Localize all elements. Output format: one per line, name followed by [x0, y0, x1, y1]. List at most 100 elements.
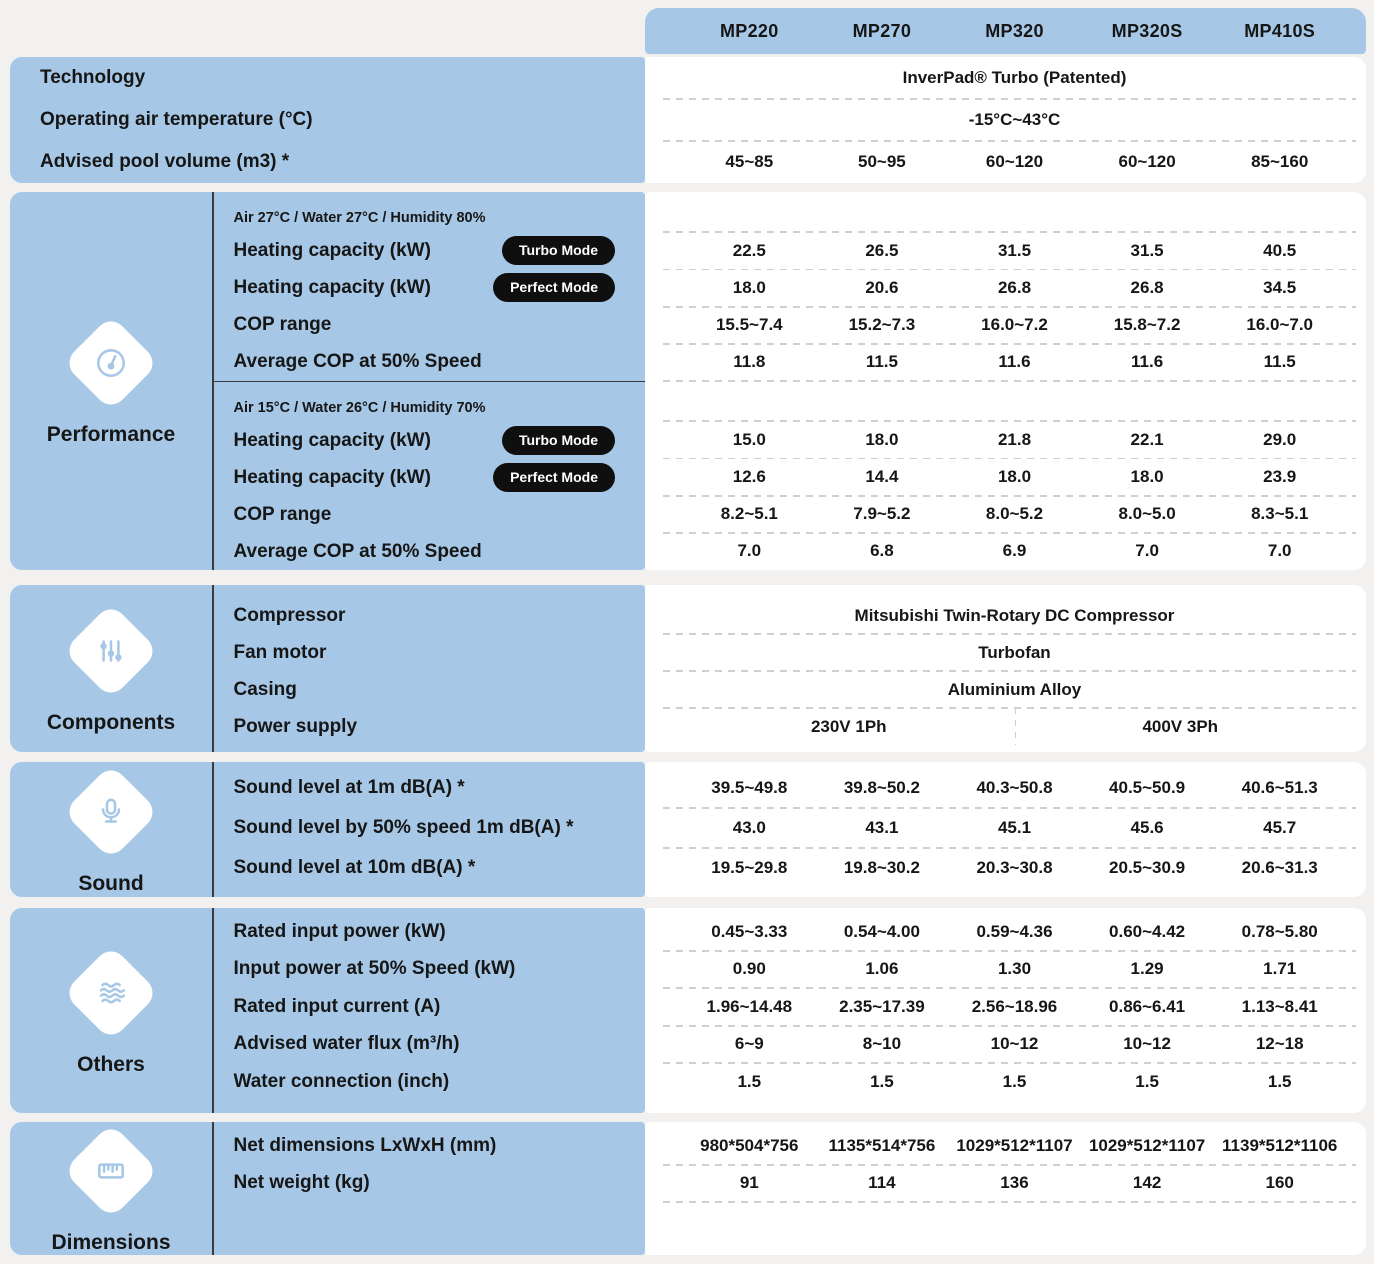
value-cell: 8~10: [862, 1034, 902, 1054]
value-cell: 1.5: [870, 1071, 894, 1091]
value-cell: 6~9: [734, 1034, 764, 1054]
section-sound-values: 39.5~49.8 39.8~50.2 40.3~50.8 40.5~50.9 40.6…: [645, 762, 1366, 897]
model-name: MP320S: [1111, 20, 1183, 41]
spec-label-row: Rated input current (A): [214, 988, 646, 1026]
model-header: MP220 MP270 MP320 MP320S MP410S: [645, 8, 1366, 54]
condition-block: Air 15°C / Water 26°C / Humidity 70% Heat…: [213, 381, 646, 571]
spec-label: Net weight (kg): [233, 1172, 370, 1194]
spec-label: COP range: [233, 504, 332, 526]
model-name: MP410S: [1244, 20, 1316, 41]
spec-label-row: Heating capacity (kW) Perfect Mode: [214, 269, 646, 306]
spec-label: Average COP at 50% Speed: [233, 351, 482, 373]
value-row: 15.5~7.4 15.2~7.3 16.0~7.2 15.8~7.2 16.0~7.0: [661, 307, 1358, 346]
vertical-divider-line: [212, 762, 214, 897]
value-cell: 0.45~3.33: [711, 921, 788, 941]
spec-label-row: COP range: [214, 497, 646, 534]
spec-label: Advised pool volume (m3) *: [40, 151, 290, 172]
value-cell: 40.5~50.9: [1109, 778, 1186, 797]
value-cell: 7.0: [737, 541, 762, 561]
icon-diamond: [62, 314, 160, 412]
value-cell: 1.5: [1135, 1071, 1159, 1091]
value-cell: 142: [1132, 1173, 1162, 1193]
spec-label: COP range: [233, 314, 332, 336]
mode-pill: Turbo Mode: [501, 236, 615, 266]
power-supply-row: 230V 1Ph 400V 3Ph: [661, 708, 1358, 745]
value-cell: 11.8: [733, 352, 766, 372]
vertical-divider-line: [212, 585, 214, 752]
value-cell: 7.9~5.2: [853, 504, 911, 524]
value-cell: 91: [739, 1173, 759, 1193]
value-cell: 20.6~31.3: [1241, 858, 1318, 877]
section-performance-labels: Performance Air 27°C / Water 27°C / Humid…: [10, 192, 645, 570]
spec-label-row: Advised pool volume (m3) *: [10, 141, 645, 183]
header-spacer: [10, 8, 645, 54]
merged-value-row: Aluminium Alloy: [661, 671, 1358, 709]
spec-label: Sound level by 50% speed 1m dB(A) *: [233, 817, 574, 838]
value-cell: 45.1: [997, 818, 1032, 837]
merged-value: -15°C~43°C: [968, 110, 1061, 129]
section-components-values: Mitsubishi Twin-Rotary DC Compressor Turb…: [645, 585, 1366, 752]
split-left-value: 230V 1Ph: [810, 716, 887, 736]
value-cell: 11.5: [1263, 352, 1296, 372]
spec-label: Rated input current (A): [233, 995, 441, 1017]
section-others: Others Rated input power (kW) Input power …: [10, 908, 1366, 1113]
section-general-values: InverPad® Turbo (Patented) -15°C~43°C 45~8…: [645, 57, 1366, 183]
condition-row: Air 27°C / Water 27°C / Humidity 80%: [214, 192, 646, 232]
section-components-labels: Components Compressor Fan motor Casing Power…: [10, 585, 645, 752]
value-cell: 980*504*756: [700, 1135, 799, 1155]
merged-value-row: -15°C~43°C: [661, 99, 1358, 142]
section-icon-column: Dimensions: [10, 1122, 212, 1255]
value-cell: 7.0: [1267, 541, 1292, 561]
value-row: 1.96~14.48 2.35~17.39 2.56~18.96 0.86~6.41 1…: [661, 988, 1358, 1026]
value-cell: 114: [868, 1173, 896, 1193]
model-header-row: MP220 MP270 MP320 MP320S MP410S: [10, 8, 1366, 54]
section-dimensions-values: 980*504*756 1135*514*756 1029*512*1107 1029…: [645, 1122, 1366, 1255]
value-cell: 1.30: [997, 959, 1032, 979]
value-cell: 18.0: [865, 429, 899, 449]
vertical-divider-line: [212, 192, 214, 570]
value-cell: 0.90: [732, 959, 766, 979]
icon-diamond: [62, 763, 160, 860]
split-right: 400V 3Ph: [1014, 708, 1347, 745]
spec-label-row: Heating capacity (kW) Perfect Mode: [214, 459, 646, 496]
spec-label: Sound level at 10m dB(A) *: [233, 857, 476, 878]
spec-label: Rated input power (kW): [233, 920, 446, 942]
spec-label: Power supply: [233, 715, 358, 737]
spec-label: Compressor: [233, 604, 346, 626]
value-cell: 11.5: [865, 352, 898, 372]
value-cell: 29.0: [1263, 429, 1297, 449]
split-left: 230V 1Ph: [683, 708, 1015, 745]
merged-value-row: InverPad® Turbo (Patented): [661, 57, 1358, 100]
value-cell: 40.5: [1263, 240, 1297, 260]
section-title-sound: Sound: [78, 871, 144, 895]
value-cell: 26.5: [865, 240, 899, 260]
value-row: 19.5~29.8 19.8~30.2 20.3~30.8 20.5~30.9 20.6…: [661, 848, 1358, 888]
value-cell: 31.5: [997, 240, 1032, 260]
value-cell: 34.5: [1263, 277, 1297, 297]
spec-label-row: Input power at 50% Speed (kW): [214, 951, 646, 989]
value-cell: 26.8: [1130, 277, 1164, 297]
value-row: 15.0 18.0 21.8 22.1 29.0: [661, 421, 1358, 460]
value-cell: 39.5~49.8: [711, 778, 788, 797]
labels-column: Sound level at 1m dB(A) * Sound level by …: [214, 762, 646, 897]
spec-label-row: Rated input power (kW): [214, 913, 646, 951]
value-row: 45~85 50~95 60~120 60~120 85~160: [661, 141, 1358, 183]
value-cell: 1.71: [1263, 959, 1297, 979]
value-cell: 20.6: [865, 277, 899, 297]
spec-label: Sound level at 1m dB(A) *: [233, 777, 465, 798]
value-cell: 15.5~7.4: [715, 315, 783, 335]
labels-column: Rated input power (kW) Input power at 50%…: [214, 908, 646, 1113]
value-cell: 1.96~14.48: [706, 996, 793, 1016]
section-title-performance: Performance: [46, 423, 176, 446]
spec-label-row: Heating capacity (kW) Turbo Mode: [214, 422, 646, 459]
spec-label-row: Technology: [10, 57, 645, 99]
spec-label-row: Sound level by 50% speed 1m dB(A) *: [214, 808, 646, 848]
value-cell: 23.9: [1263, 466, 1297, 486]
value-cell: 85~160: [1251, 152, 1309, 171]
value-cell: 21.8: [997, 429, 1032, 449]
spec-label-row: Sound level at 10m dB(A) *: [214, 848, 646, 888]
value-cell: 45.6: [1130, 818, 1164, 837]
condition-label: Air 15°C / Water 26°C / Humidity 70%: [233, 400, 486, 416]
section-title-dimensions: Dimensions: [51, 1230, 171, 1254]
